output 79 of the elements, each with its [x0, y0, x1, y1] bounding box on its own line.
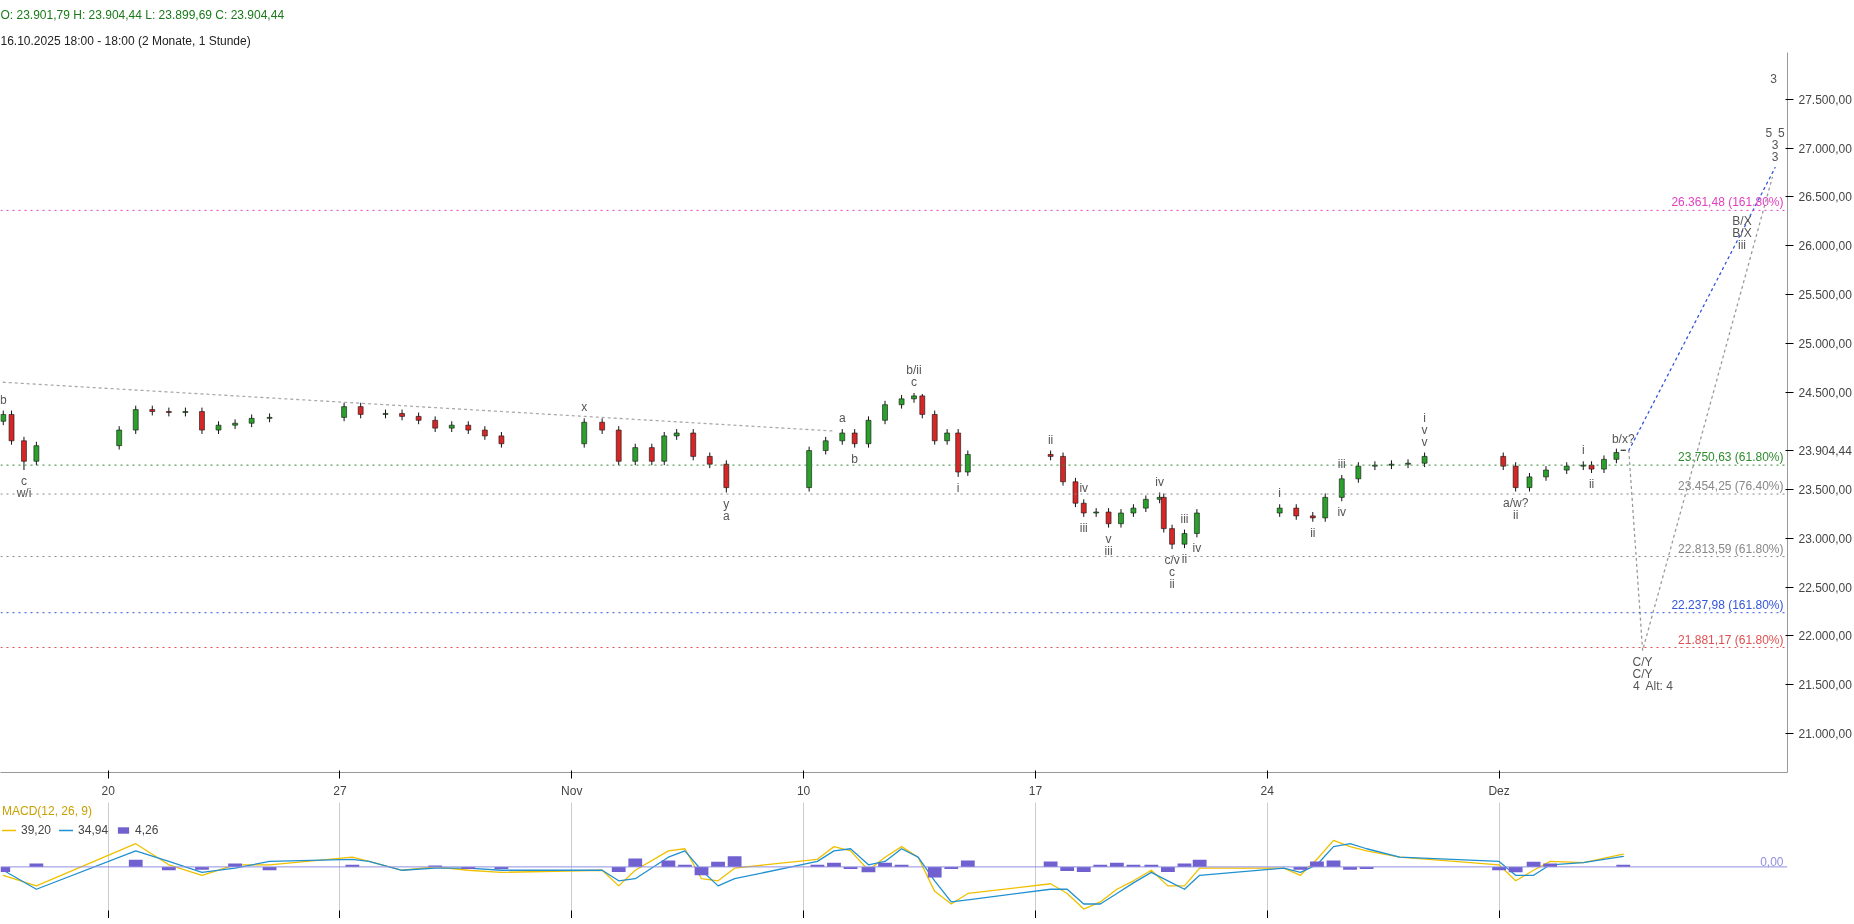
annotation: 3 — [1770, 72, 1778, 86]
annotation: ii — [1047, 432, 1054, 447]
annotation: C/Y — [1632, 654, 1653, 669]
annotation: iii — [1104, 543, 1113, 558]
y-tick-label: 22.000,00 — [1798, 629, 1853, 644]
ref-line-label: 22.237,98 (161.80%) — [1671, 597, 1784, 612]
ref-line-label: 26.361,48 (161.80%) — [1671, 195, 1784, 210]
annotation: C/Y — [1632, 666, 1653, 681]
annotation: ii — [1169, 577, 1175, 592]
y-tick-label: 27.500,00 — [1798, 92, 1853, 107]
chart-title: O: 23.901,79 H: 23.904,44 L: 23.899,69 C: 23.904,44 — [0, 7, 285, 22]
annotation: ii — [1512, 507, 1519, 522]
legend-label: 4,26 — [135, 823, 159, 837]
x-tick-label: Nov — [561, 783, 583, 798]
annotation: 5 — [1765, 126, 1773, 141]
annotation: a/w? — [1502, 495, 1529, 510]
y-tick-label: 27.000,00 — [1798, 141, 1853, 156]
annotation: Alt: 4 — [1645, 678, 1674, 693]
chart-title: MACD(12, 26, 9) — [2, 804, 94, 818]
y-tick-label: 26.500,00 — [1798, 190, 1853, 205]
annotation: i — [956, 480, 960, 495]
y-tick-label: 22.500,00 — [1798, 580, 1853, 595]
annotation: iii — [1180, 511, 1189, 526]
x-tick-label: 20 — [101, 783, 116, 798]
y-tick-label: 26.000,00 — [1798, 239, 1853, 254]
x-tick-label: Dez — [1488, 783, 1510, 798]
annotation: x — [581, 400, 588, 415]
y-tick-label: 21.500,00 — [1798, 678, 1853, 693]
y-tick-label: 24.500,00 — [1798, 385, 1853, 400]
x-tick-label: 27 — [333, 783, 347, 798]
annotation: c — [20, 474, 27, 489]
y-tick-label: 21.000,00 — [1798, 726, 1853, 741]
annotation: iii — [1079, 520, 1088, 535]
annotation: iv — [1079, 481, 1089, 496]
annotation: i — [1581, 443, 1585, 458]
annotation: iii — [1737, 238, 1746, 253]
chart-subtitle: 16.10.2025 18:00 - 18:00 (2 Monate, 1 Stunde) — [0, 33, 251, 48]
ref-line-label: 22.813,59 (61.80%) — [1678, 541, 1784, 556]
annotation: 3 — [1771, 150, 1779, 165]
annotation: ii — [1310, 525, 1316, 540]
annotation: i — [1423, 410, 1426, 425]
legend-label: 34,94 — [78, 823, 109, 837]
ref-line-label: 23.454,25 (76.40%) — [1678, 479, 1784, 494]
annotation: b — [851, 451, 859, 466]
ref-line-label: 21.881,17 (61.80%) — [1678, 632, 1784, 647]
x-tick-label: 17 — [1028, 783, 1043, 798]
annotation: iv — [1192, 541, 1202, 556]
annotation: iv — [1337, 505, 1347, 520]
annotation: b/ii — [906, 362, 922, 377]
annotation: v — [1421, 434, 1428, 449]
x-tick-label: 24 — [1260, 783, 1275, 798]
ref-line-label: 23.750,63 (61.80%) — [1678, 450, 1784, 465]
annotation: B/X — [1732, 226, 1752, 241]
y-tick-label: 23.904,44 — [1798, 443, 1853, 458]
annotation: iii — [1337, 456, 1346, 471]
annotation: ii — [1181, 552, 1188, 567]
y-tick-label: 23.500,00 — [1798, 483, 1853, 498]
annotation: c — [911, 374, 918, 389]
annotation: v — [1105, 531, 1112, 546]
x-tick-label: 10 — [796, 783, 811, 798]
annotation: c/v — [1164, 553, 1180, 568]
annotation: ii — [1588, 476, 1595, 491]
annotation: b/x? — [1611, 432, 1635, 447]
annotation: 3 — [1771, 138, 1779, 153]
annotation: 5 — [1778, 126, 1786, 141]
annotation: a — [838, 411, 846, 426]
annotation: b — [0, 392, 7, 407]
annotation: w/i — [15, 486, 32, 501]
annotation: i — [1278, 486, 1282, 501]
y-tick-label: 25.500,00 — [1798, 287, 1853, 302]
annotation: B/X — [1732, 214, 1752, 229]
annotation: v — [1421, 422, 1428, 437]
legend-label: 39,20 — [21, 823, 52, 837]
annotation: iv — [1155, 474, 1164, 489]
annotation: c — [1169, 565, 1176, 580]
ref-line-label: 0,00 — [1760, 854, 1784, 869]
annotation: 4 — [1632, 679, 1640, 694]
y-tick-label: 23.000,00 — [1798, 531, 1853, 546]
y-tick-label: 25.000,00 — [1798, 336, 1853, 351]
